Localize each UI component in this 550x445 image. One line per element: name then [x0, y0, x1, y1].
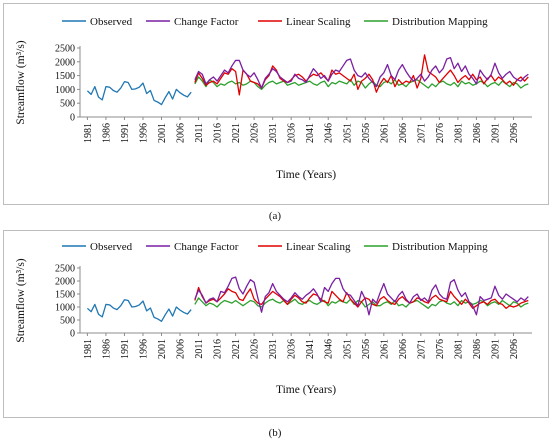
series-line-change-factor — [194, 57, 529, 89]
chart-panel-a: Observed Change Factor Linear Scaling Distr… — [3, 3, 549, 205]
x-tick-label: 2096 — [509, 123, 520, 143]
x-tick-label: 2031 — [268, 123, 279, 143]
x-tick-label: 1991 — [120, 123, 131, 143]
x-tick-label: 2006 — [176, 339, 187, 359]
x-tick-label: 2036 — [287, 123, 298, 143]
legend-label: Observed — [90, 16, 133, 28]
x-tick-label: 2081 — [453, 339, 464, 359]
legend-label: Distribution Mapping — [392, 16, 488, 28]
x-tick-label: 1986 — [101, 123, 112, 143]
y-tick-label: 1500 — [55, 71, 75, 82]
x-tick-label: 2091 — [490, 123, 501, 143]
panel-caption-a: (a) — [268, 210, 282, 222]
x-tick-label: 2036 — [287, 339, 298, 359]
x-tick-label: 1996 — [138, 339, 149, 359]
chart-panel-b: Observed Change Factor Linear Scaling Distr… — [3, 230, 549, 418]
x-tick-label: 2071 — [416, 123, 427, 143]
panel-caption-b: (b) — [268, 427, 282, 439]
x-tick-label: 2046 — [324, 339, 335, 359]
x-tick-label: 2076 — [435, 339, 446, 359]
legend-label: Linear Scaling — [286, 241, 351, 253]
x-tick-label: 2081 — [453, 123, 464, 143]
x-tick-label: 1981 — [83, 123, 94, 143]
legend-label: Linear Scaling — [286, 16, 351, 28]
x-tick-label: 2031 — [268, 339, 279, 359]
x-tick-label: 2056 — [361, 123, 372, 143]
x-tick-label: 2021 — [231, 339, 242, 359]
legend-label: Observed — [90, 241, 133, 253]
x-axis-title: Time (Years) — [276, 384, 336, 396]
x-axis-title: Time (Years) — [276, 169, 336, 181]
x-tick-label: 2026 — [250, 123, 261, 143]
x-tick-label: 2091 — [490, 339, 501, 359]
series-line-change-factor — [194, 276, 529, 316]
x-tick-label: 2051 — [342, 339, 353, 359]
chart-b-svg: Observed Change Factor Linear Scaling Distr… — [15, 241, 532, 396]
y-tick-label: 1500 — [55, 290, 75, 301]
x-tick-label: 2011 — [194, 339, 205, 359]
y-tick-label: 1000 — [55, 85, 75, 96]
chart-a-svg: Observed Change Factor Linear Scaling Distr… — [15, 16, 532, 181]
y-tick-label: 2000 — [55, 57, 75, 68]
y-tick-label: 2000 — [55, 277, 75, 288]
x-tick-label: 1986 — [101, 339, 112, 359]
x-tick-label: 2066 — [398, 339, 409, 359]
legend-label: Change Factor — [174, 16, 239, 28]
x-tick-label: 2076 — [435, 123, 446, 143]
x-tick-label: 2046 — [324, 123, 335, 143]
x-tick-label: 1996 — [138, 123, 149, 143]
x-tick-label: 2001 — [157, 339, 168, 359]
series-line-linear-scaling — [194, 54, 529, 96]
x-tick-label: 2096 — [509, 339, 520, 359]
y-tick-label: 0 — [70, 329, 75, 340]
series-line-linear-scaling — [194, 286, 529, 309]
y-tick-label: 0 — [70, 113, 75, 124]
y-tick-label: 2500 — [55, 44, 75, 55]
x-tick-label: 2041 — [305, 123, 316, 143]
legend-label: Distribution Mapping — [392, 241, 488, 253]
y-tick-label: 500 — [60, 99, 75, 110]
x-tick-label: 2001 — [157, 123, 168, 143]
y-tick-label: 1000 — [55, 303, 75, 314]
x-tick-label: 2006 — [176, 123, 187, 143]
x-tick-label: 2016 — [213, 339, 224, 359]
series-line-observed — [86, 81, 192, 106]
x-tick-label: 2066 — [398, 123, 409, 143]
x-tick-label: 2021 — [231, 123, 242, 143]
x-tick-label: 2061 — [379, 339, 390, 359]
x-tick-label: 1991 — [120, 339, 131, 359]
x-tick-label: 2016 — [213, 123, 224, 143]
x-tick-label: 2086 — [472, 339, 483, 359]
x-tick-label: 2026 — [250, 339, 261, 359]
series-line-observed — [86, 299, 192, 322]
y-axis-title: Streamflow (m³/s) — [15, 40, 27, 124]
x-tick-label: 2041 — [305, 339, 316, 359]
x-tick-label: 2071 — [416, 339, 427, 359]
x-tick-label: 2056 — [361, 339, 372, 359]
x-tick-label: 1981 — [83, 339, 94, 359]
x-tick-label: 2051 — [342, 123, 353, 143]
x-tick-label: 2061 — [379, 123, 390, 143]
y-tick-label: 2500 — [55, 264, 75, 275]
y-axis-title: Streamflow (m³/s) — [15, 258, 27, 342]
x-tick-label: 2086 — [472, 123, 483, 143]
y-tick-label: 500 — [60, 316, 75, 327]
legend-label: Change Factor — [174, 241, 239, 253]
x-tick-label: 2011 — [194, 123, 205, 143]
